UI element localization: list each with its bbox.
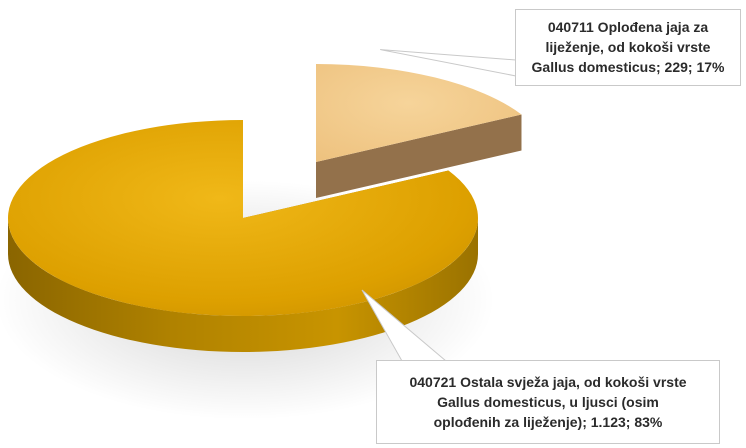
pie-slice-040711 xyxy=(316,64,522,198)
data-label-040721: 040721 Ostala svježa jaja, od kokoši vrs… xyxy=(376,360,720,444)
pie-slice-040711-cut-1 xyxy=(316,114,522,198)
pie-slice-040721-side xyxy=(8,218,478,352)
pie-slice-040711-top xyxy=(316,64,522,162)
leader-040711 xyxy=(380,49,517,77)
pie-slice-040721 xyxy=(8,119,479,352)
data-label-040711: 040711 Oplođena jaja za liježenje, od ko… xyxy=(515,9,741,86)
pie-slice-040721-top xyxy=(8,119,479,316)
leader-040721 xyxy=(361,289,447,362)
